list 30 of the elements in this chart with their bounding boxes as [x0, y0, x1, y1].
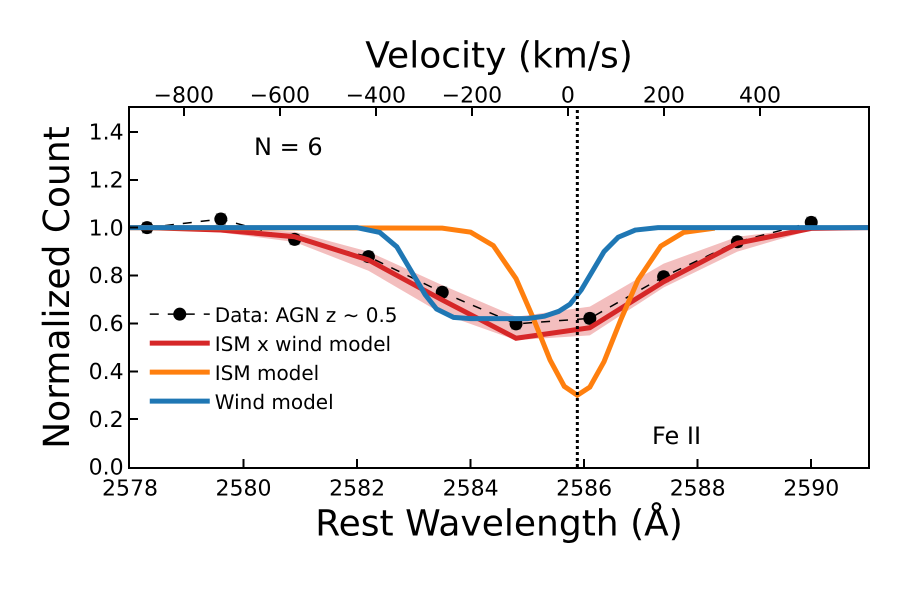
y-tick-label: 0.4 — [88, 360, 124, 385]
x-tick-label: 2590 — [783, 476, 840, 502]
y-tick-label: 0.6 — [88, 312, 124, 338]
x2-tick-label: 200 — [642, 84, 685, 109]
y-tick-label: 1.0 — [88, 216, 124, 242]
y-tick-label: 1.2 — [88, 168, 124, 194]
legend-label: ISM x wind model — [214, 332, 392, 356]
legend-label: Data: AGN z ~ 0.5 — [214, 302, 398, 327]
y-tick-label: 1.4 — [88, 120, 124, 146]
y-tick-label: 0.8 — [88, 264, 124, 290]
x2-tick-label: −400 — [346, 84, 406, 109]
legend-label: ISM model — [214, 360, 320, 385]
y-tick-label: 0.2 — [88, 408, 124, 433]
legend-label: Wind model — [214, 390, 334, 414]
x-tick-label: 2580 — [216, 476, 272, 502]
x-tick-label: 2584 — [442, 476, 499, 502]
x2-tick-label: 400 — [738, 84, 781, 109]
y-axis-title: Normalized Count — [37, 126, 78, 449]
x2-tick-label: −800 — [154, 84, 214, 109]
x-tick-label: 2586 — [556, 476, 612, 502]
x-tick-label: 2582 — [329, 476, 386, 502]
annotation: Fe II — [652, 422, 702, 450]
x2-tick-label: −200 — [442, 84, 502, 109]
annotation: N = 6 — [254, 133, 323, 161]
x-tick-label: 2578 — [102, 476, 158, 502]
x2-tick-label: 0 — [560, 84, 575, 109]
x-tick-label: 2588 — [670, 476, 726, 502]
x2-tick-label: −600 — [250, 84, 310, 109]
x2-axis-title: Velocity (km/s) — [365, 36, 633, 76]
x-axis-title: Rest Wavelength (Å) — [315, 502, 683, 545]
